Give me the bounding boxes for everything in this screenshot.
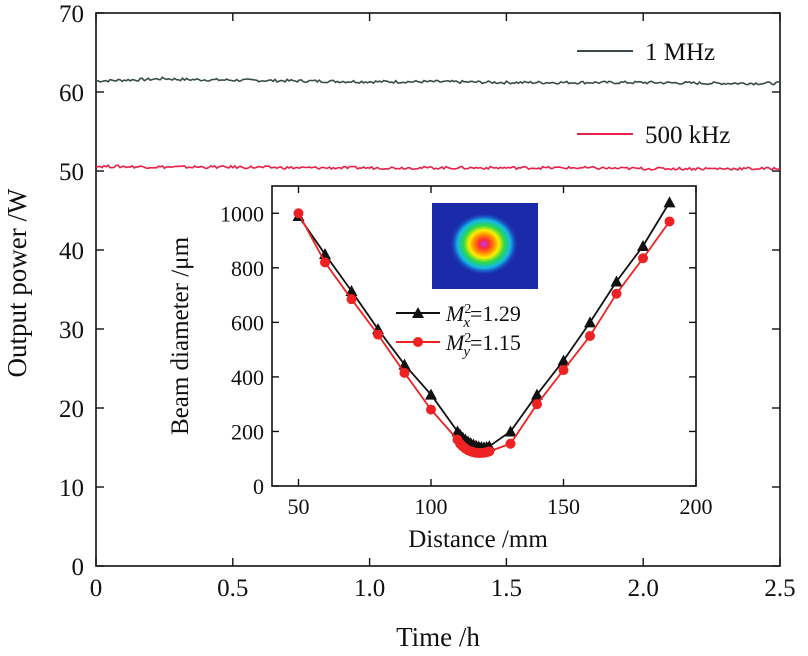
inset-point-my — [346, 294, 357, 305]
main-y-tick-label: 50 — [59, 159, 84, 186]
legend-label-1mhz: 1 MHz — [645, 39, 715, 66]
main-x-tick-label: 1.0 — [354, 575, 385, 602]
main-series — [95, 76, 781, 171]
inset-x-tick-label: 150 — [547, 494, 580, 519]
inset-point-mx — [610, 275, 623, 287]
inset-chart: 50 100 150 200 0 200 400 600 800 1000 — [152, 176, 713, 554]
main-y-tick-label: 20 — [59, 396, 84, 423]
beam-profile-image — [432, 203, 538, 289]
inset-point-my — [373, 329, 383, 340]
main-x-tick-label: 0.5 — [217, 575, 248, 602]
inset-y-tick-label: 600 — [231, 310, 264, 335]
inset-point-mx — [504, 425, 517, 437]
inset-point-my — [426, 404, 436, 415]
inset-background — [152, 176, 698, 554]
inset-x-tick-label: 50 — [288, 494, 310, 519]
inset-ticks: 50 100 150 200 0 200 400 600 800 1000 — [220, 186, 713, 519]
inset-x-tick-label: 200 — [680, 494, 713, 519]
main-y-tick-label: 60 — [59, 80, 84, 107]
inset-y-tick-label: 0 — [253, 474, 264, 499]
inset-point-my — [558, 365, 569, 376]
series-line-1-mhz — [95, 76, 781, 86]
inset-x-tick-label: 100 — [415, 494, 448, 519]
inset-point-mx — [398, 358, 411, 370]
main-plot-frame — [95, 12, 781, 567]
inset-point-mx — [531, 388, 543, 400]
inset-point-my — [585, 331, 595, 341]
inset-point-mx — [557, 354, 570, 366]
main-y-tick-label: 70 — [59, 1, 84, 28]
inset-x-axis-label: Distance /mm — [408, 526, 548, 553]
main-ticks: 0 0.5 1.0 1.5 2.0 2.5 0 10 20 30 40 50 60 70 — [59, 1, 796, 602]
inset-legend-label-mx: M2 x=1.29 — [445, 301, 521, 331]
inset-series — [292, 196, 676, 458]
main-x-tick-label: 2.0 — [628, 575, 659, 602]
series-line-500-khz — [95, 163, 781, 171]
inset-point-mx — [425, 388, 437, 400]
main-chart: 0 0.5 1.0 1.5 2.0 2.5 0 10 20 30 40 50 60 70 1 MHz 50… — [2, 1, 796, 652]
inset-y-tick-label: 1000 — [220, 201, 264, 226]
inset-legend: M2 x=1.29 M2 y=1.15 — [396, 301, 521, 360]
main-y-tick-label: 0 — [72, 554, 85, 581]
inset-point-my — [532, 399, 542, 410]
inset-y-tick-label: 200 — [231, 419, 264, 444]
main-y-axis-label: Output power /W — [2, 188, 32, 377]
inset-point-my — [664, 216, 675, 227]
main-y-tick-label: 10 — [59, 475, 84, 502]
inset-point-my — [611, 288, 622, 299]
main-x-tick-label: 0 — [90, 575, 103, 602]
main-x-tick-label: 2.5 — [764, 575, 795, 602]
inset-point-mx — [584, 316, 596, 328]
inset-legend-marker-mx — [412, 307, 424, 318]
inset-point-my — [484, 446, 495, 457]
main-y-tick-label: 30 — [59, 317, 84, 344]
main-x-tick-label: 1.5 — [491, 575, 522, 602]
inset-point-my — [505, 438, 516, 449]
inset-y-tick-label: 400 — [231, 365, 264, 390]
main-y-tick-label: 40 — [59, 238, 84, 265]
inset-legend-label-my: M2 y=1.15 — [445, 330, 521, 360]
inset-point-my — [638, 253, 648, 264]
main-legend: 1 MHz 500 kHz — [577, 39, 730, 149]
main-x-axis-label: Time /h — [396, 622, 480, 652]
inset-y-axis-label: Beam diameter /μm — [167, 236, 194, 435]
inset-point-mx — [637, 240, 649, 251]
inset-legend-marker-my — [413, 337, 423, 347]
inset-plot-frame — [271, 185, 697, 487]
inset-point-my — [320, 257, 330, 268]
inset-point-my — [293, 208, 304, 219]
inset-point-mx — [663, 196, 676, 208]
inset-point-mx — [345, 285, 358, 296]
inset-y-tick-label: 800 — [231, 256, 264, 281]
legend-label-500khz: 500 kHz — [645, 122, 730, 149]
inset-point-my — [399, 367, 410, 378]
